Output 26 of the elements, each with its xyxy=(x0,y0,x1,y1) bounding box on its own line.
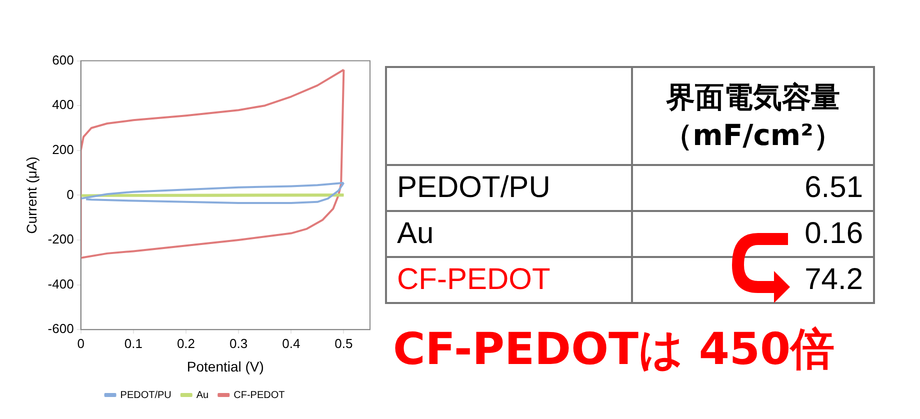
legend-label: PEDOT/PU xyxy=(120,390,172,401)
data-label: 0.16 xyxy=(632,211,874,257)
y-tick-label: 0 xyxy=(66,186,74,202)
y-tick-label: 400 xyxy=(52,97,74,112)
category-label: CF-PEDOT xyxy=(386,257,632,303)
y-tick-label: -200 xyxy=(48,232,74,247)
x-tick-label: 0.2 xyxy=(176,336,196,351)
y-tick-label: 600 xyxy=(52,52,74,68)
legend-label: Au xyxy=(196,390,209,401)
legend-label: CF-PEDOT xyxy=(234,390,285,401)
x-tick-label: 0.4 xyxy=(282,336,300,351)
x-tick-label: 0.1 xyxy=(124,336,142,351)
y-tick-label: -600 xyxy=(48,321,74,336)
text: 界面電気容量（mF/cm²） xyxy=(632,67,874,165)
category-label: PEDOT/PU xyxy=(386,165,632,211)
x-tick-label: 0.5 xyxy=(334,336,353,351)
data-label: 74.2 xyxy=(632,257,874,303)
category-label: Au xyxy=(386,211,632,257)
x-tick-label: 0.3 xyxy=(230,336,248,351)
x-tick-label: 0 xyxy=(77,336,84,351)
text: CF-PEDOTは 450倍 xyxy=(392,323,836,377)
x-axis-title: Potential (V) xyxy=(186,358,264,374)
y-tick-label: -400 xyxy=(48,276,74,292)
y-tick-label: 200 xyxy=(52,142,74,157)
data-label: 6.51 xyxy=(632,165,874,211)
y-axis-title: Current (μA) xyxy=(23,156,40,234)
